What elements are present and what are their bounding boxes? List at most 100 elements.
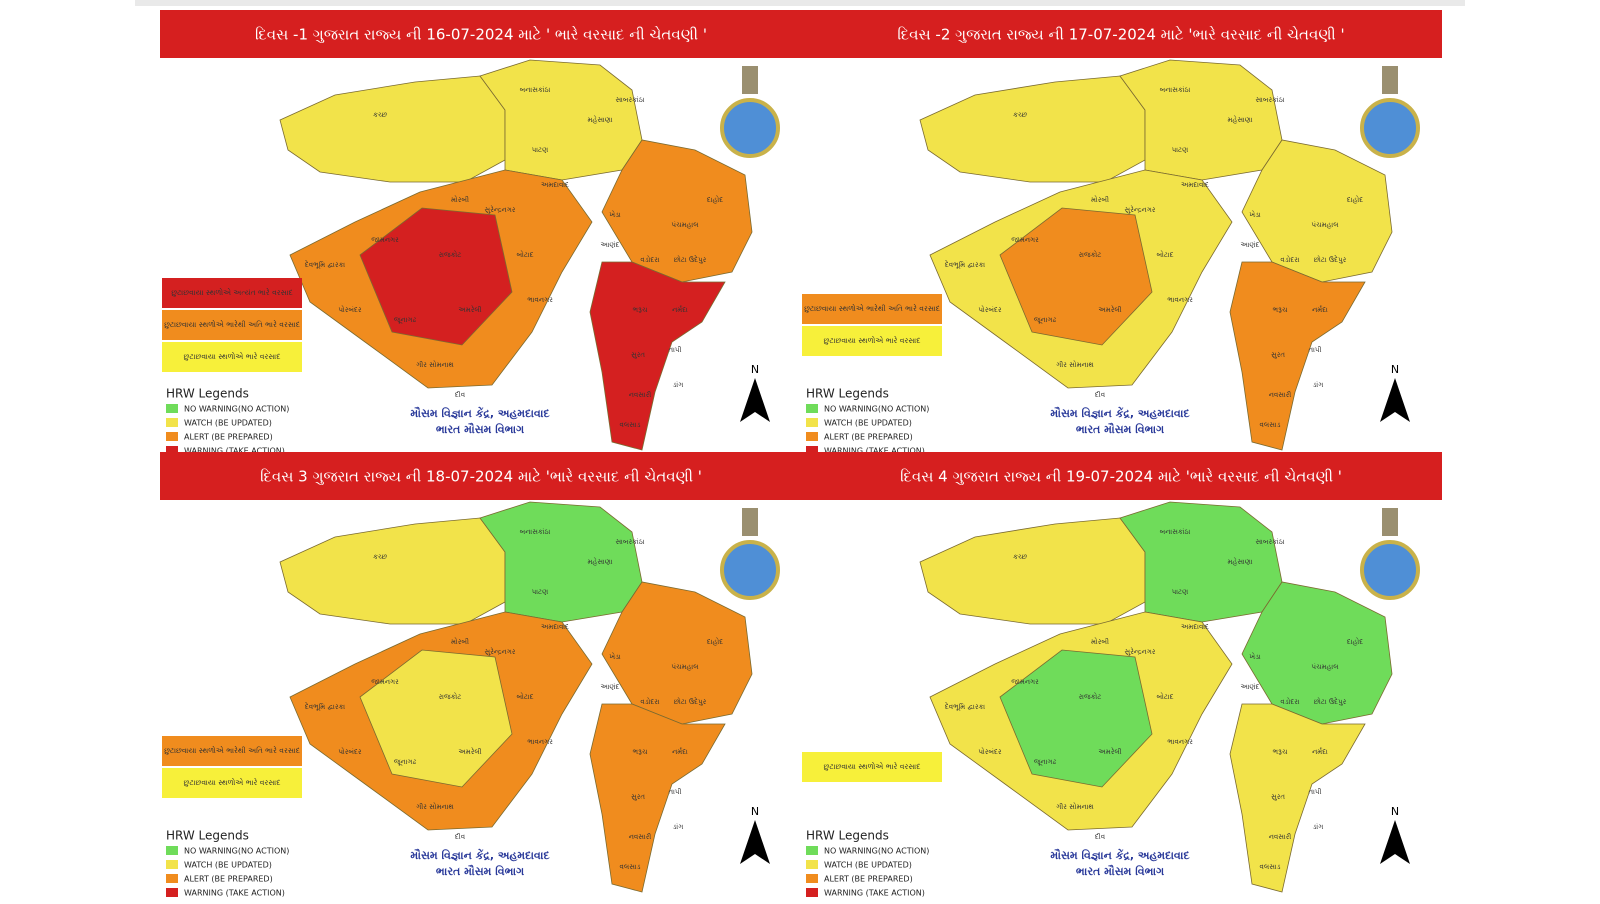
legend-item: WATCH (BE UPDATED)	[824, 861, 912, 870]
warning-text: છુટાછવાયા સ્થળોએ ભારે વરસાદ	[183, 777, 281, 787]
panel-title: દિવસ 3 ગુજરાત રાજ્ય ની 18-07-2024 માટે '…	[260, 467, 702, 485]
district-label: કચ્છ	[1013, 553, 1028, 561]
district-label: પોરબંદર	[338, 305, 361, 314]
legend-swatch	[166, 404, 178, 413]
district-label: બનાસકાંઠા	[520, 86, 551, 94]
legend-swatch	[806, 418, 818, 427]
district-label: વડોદરા	[1280, 255, 1299, 264]
district-label: સુરેન્દ્રનગર	[485, 647, 516, 656]
legend-item: WARNING (TAKE ACTION)	[824, 889, 925, 898]
north-label: N	[751, 363, 759, 376]
warning-text: છુટાછવાયા સ્થળોએ ભારેથી અતિ ભારે વરસાદ	[804, 303, 941, 313]
legend-item: ALERT (BE PREPARED)	[184, 875, 273, 884]
district-label: છોટા ઉદેપુર	[1314, 255, 1347, 264]
panel-title: દિવસ -2 ગુજરાત રાજ્ય ની 17-07-2024 માટે …	[897, 25, 1344, 43]
district-label: ગીર સોમનાથ	[416, 802, 454, 811]
map-panel: દિવસ 3 ગુજરાત રાજ્ય ની 18-07-2024 માટે '…	[160, 452, 802, 898]
legend-item: WARNING (TAKE ACTION)	[824, 447, 925, 456]
legend-item: NO WARNING(NO ACTION)	[824, 405, 929, 414]
north-label: N	[1391, 805, 1399, 818]
imd-logo	[720, 540, 780, 600]
district-label: સુરત	[631, 351, 645, 359]
legend-title: HRW Legends	[806, 829, 889, 843]
district-label: ગીર સોમનાથ	[1056, 360, 1094, 369]
title-bar	[800, 452, 1442, 500]
district-label: આણંદ	[1241, 241, 1260, 249]
district-label: તાપી	[1309, 787, 1322, 796]
legend-item: ALERT (BE PREPARED)	[184, 433, 273, 442]
district-label: દીવ	[1095, 832, 1106, 841]
district-label: બનાસકાંઠા	[520, 528, 551, 536]
title-bar	[160, 10, 802, 58]
district-label: અમદાવાદ	[1181, 181, 1209, 189]
footer-text: ભારત મૌસમ વિભાગ	[1076, 863, 1164, 878]
district-label: જૂનાગઢ	[394, 758, 417, 766]
legend-swatch	[166, 432, 178, 441]
district-label: ભરૂચ	[633, 306, 648, 314]
north-arrow	[740, 820, 770, 864]
warning-box	[162, 768, 302, 798]
legend-item: ALERT (BE PREPARED)	[824, 875, 913, 884]
district-label: મહેસાણા	[587, 557, 612, 566]
legend-swatch	[166, 446, 178, 455]
warning-text: છુટાછવાયા સ્થળોએ ભારે વરસાદ	[183, 351, 281, 361]
title-bar	[800, 10, 1442, 58]
legend-swatch	[166, 874, 178, 883]
district-label: અમરેલી	[1098, 747, 1121, 756]
district-label: રાજકોટ	[439, 692, 462, 701]
warning-text: છુટાછવાયા સ્થળોએ ભારેથી અતિ ભારે વરસાદ	[164, 319, 301, 329]
district-label: છોટા ઉદેપુર	[674, 255, 707, 264]
map-region	[589, 261, 726, 451]
emblem	[742, 508, 758, 536]
district-label: વલસાડ	[1260, 863, 1281, 871]
footer-text: ભારત મૌસમ વિભાગ	[436, 863, 524, 878]
legend-swatch	[806, 874, 818, 883]
district-label: મહેસાણા	[1227, 115, 1252, 124]
district-label: બોટાદ	[1156, 250, 1173, 259]
district-label: ખેડા	[1249, 652, 1261, 661]
district-label: મહેસાણા	[1227, 557, 1252, 566]
emblem	[742, 66, 758, 94]
north-label: N	[751, 805, 759, 818]
district-label: સુરેન્દ્રનગર	[1125, 205, 1156, 214]
district-label: કચ્છ	[373, 111, 388, 119]
district-label: ખેડા	[609, 652, 621, 661]
district-label: ભાવનગર	[1167, 738, 1193, 746]
district-label: સુરત	[1271, 351, 1285, 359]
panel-title: દિવસ -1 ગુજરાત રાજ્ય ની 16-07-2024 માટે …	[255, 25, 707, 43]
footer-text: મૌસમ વિજ્ઞાન કેંદ્ર, અહમદાવાદ	[410, 405, 549, 420]
footer-text: મૌસમ વિજ્ઞાન કેંદ્ર, અહમદાવાદ	[1050, 847, 1189, 862]
district-label: જૂનાગઢ	[394, 316, 417, 324]
district-label: પોરબંદર	[978, 747, 1001, 756]
district-label: દીવ	[455, 390, 466, 399]
district-label: સુરત	[1271, 793, 1285, 801]
district-label: મોરબી	[1091, 195, 1109, 204]
legend-swatch	[806, 446, 818, 455]
district-label: નર્મદા	[1312, 305, 1328, 314]
district-label: પાટણ	[1172, 588, 1188, 596]
legend-item: ALERT (BE PREPARED)	[824, 433, 913, 442]
map-panel: દિવસ -1 ગુજરાત રાજ્ય ની 16-07-2024 માટે …	[160, 10, 802, 455]
district-label: ખેડા	[1249, 210, 1261, 219]
district-label: અમદાવાદ	[541, 623, 569, 631]
district-label: ડાંગ	[1313, 823, 1324, 831]
district-label: દાહોદ	[707, 195, 723, 204]
legend-swatch	[806, 404, 818, 413]
district-label: દીવ	[455, 832, 466, 841]
legend-swatch	[166, 888, 178, 897]
top-strip	[135, 0, 1465, 6]
district-label: ગીર સોમનાથ	[1056, 802, 1094, 811]
legend-item: WATCH (BE UPDATED)	[184, 861, 272, 870]
district-label: જામનગર	[371, 678, 399, 686]
district-label: વડોદરા	[640, 697, 659, 706]
warning-box	[802, 752, 942, 782]
north-arrow	[740, 378, 770, 422]
legend-item: WARNING (TAKE ACTION)	[184, 889, 285, 898]
district-label: નવસારી	[629, 832, 652, 841]
district-label: અમરેલી	[458, 747, 481, 756]
district-label: વલસાડ	[1260, 421, 1281, 429]
district-label: કચ્છ	[1013, 111, 1028, 119]
district-label: સુરેન્દ્રનગર	[1125, 647, 1156, 656]
footer-text: મૌસમ વિજ્ઞાન કેંદ્ર, અહમદાવાદ	[410, 847, 549, 862]
